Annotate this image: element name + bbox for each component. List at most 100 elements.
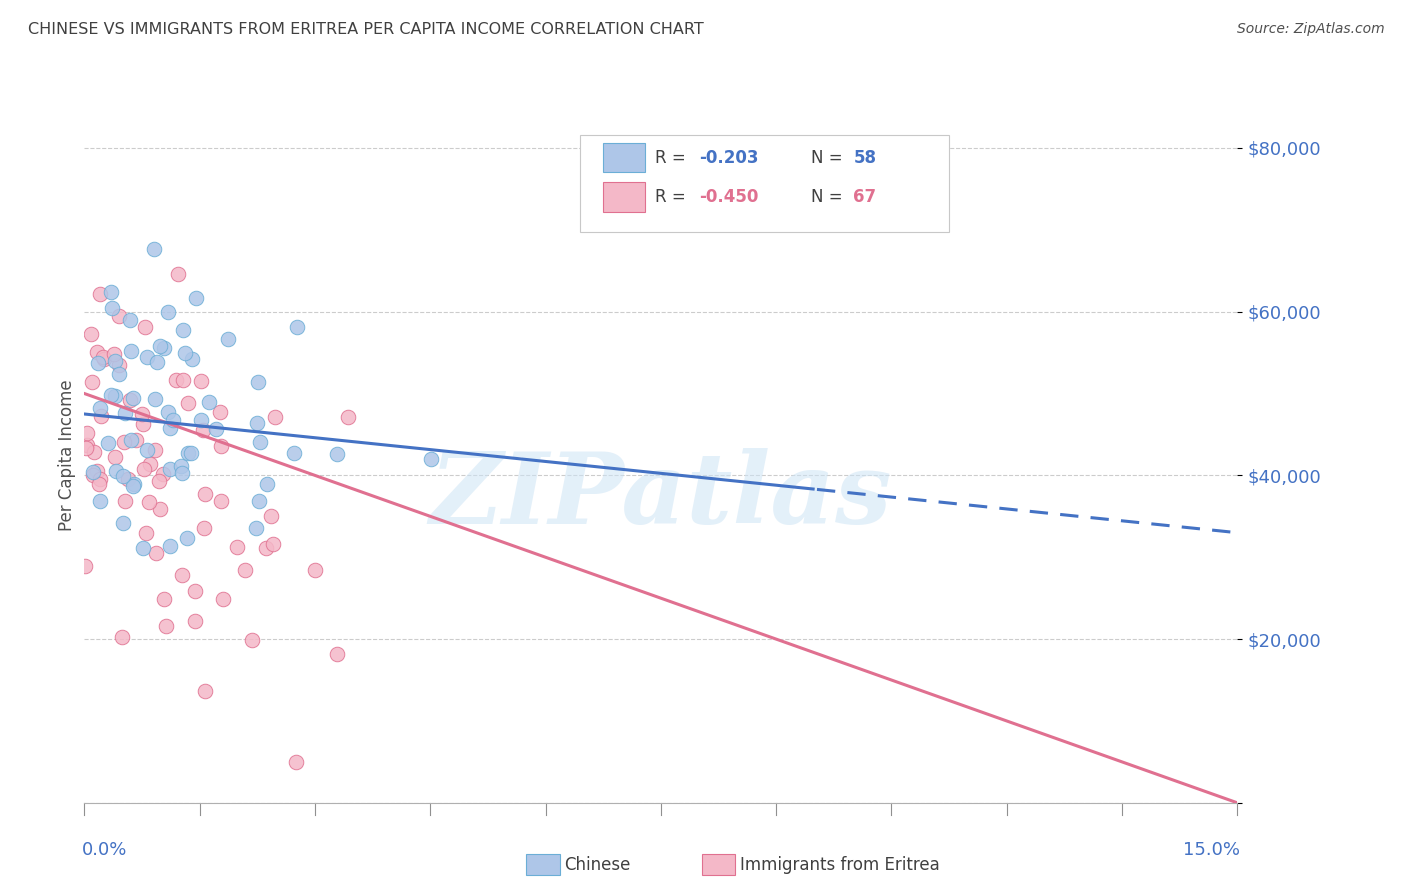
Point (260, 508, 283, 523)
Text: R =: R = (655, 188, 692, 206)
Point (262, 536, 284, 550)
Point (89, 493, 111, 508)
FancyBboxPatch shape (603, 144, 645, 172)
Point (156, 405, 179, 419)
Point (89, 471, 111, 485)
Point (153, 341, 176, 355)
Point (100, 301, 122, 315)
Point (136, 350, 159, 364)
Point (145, 442, 167, 457)
Point (326, 447, 349, 461)
Point (166, 267, 188, 281)
Point (103, 347, 125, 361)
Point (134, 319, 156, 334)
Text: N =: N = (811, 149, 848, 167)
Point (145, 355, 167, 369)
Point (82, 375, 104, 389)
Point (153, 592, 176, 607)
Point (190, 374, 212, 388)
Point (155, 619, 177, 633)
Text: 0.0%: 0.0% (82, 841, 128, 859)
Point (193, 521, 215, 535)
Point (256, 477, 278, 491)
Point (82, 465, 104, 479)
Point (104, 389, 127, 403)
Point (75, 441, 97, 455)
Point (136, 442, 159, 457)
Point (76, 426, 98, 441)
Point (135, 525, 157, 540)
Text: -0.203: -0.203 (699, 149, 758, 167)
Point (138, 495, 160, 509)
Point (120, 343, 142, 358)
Point (245, 521, 267, 535)
Point (420, 451, 443, 466)
Point (114, 494, 136, 508)
Point (148, 474, 170, 488)
Point (93, 351, 115, 366)
Point (76, 438, 98, 452)
Point (254, 541, 277, 555)
Point (194, 684, 217, 698)
Point (176, 531, 198, 545)
Point (120, 434, 142, 448)
Point (181, 351, 204, 366)
Point (142, 242, 165, 256)
Text: N =: N = (811, 188, 848, 206)
Point (100, 388, 122, 402)
Text: R =: R = (655, 149, 692, 167)
Point (169, 458, 191, 473)
Point (208, 405, 231, 419)
Point (211, 592, 233, 607)
Point (80, 327, 103, 342)
Point (304, 563, 326, 577)
Text: -0.450: -0.450 (699, 188, 758, 206)
Point (198, 395, 221, 409)
Point (118, 392, 141, 407)
Point (337, 409, 360, 424)
Point (194, 486, 217, 500)
Text: Source: ZipAtlas.com: Source: ZipAtlas.com (1237, 22, 1385, 37)
Point (174, 346, 197, 360)
Point (184, 614, 207, 628)
Point (177, 396, 200, 410)
Point (134, 462, 156, 476)
Point (180, 446, 202, 460)
Point (82, 467, 104, 482)
Point (132, 417, 155, 431)
Point (131, 407, 153, 421)
Point (120, 313, 142, 327)
Point (205, 422, 228, 436)
Point (217, 332, 239, 346)
Point (172, 373, 194, 387)
Point (184, 291, 207, 305)
Point (75, 559, 97, 574)
Point (122, 479, 145, 493)
Point (193, 423, 215, 437)
Point (159, 421, 181, 435)
Point (111, 630, 134, 644)
Point (107, 367, 129, 381)
Point (249, 434, 271, 449)
Point (97, 436, 120, 450)
Point (112, 516, 135, 530)
Text: 58: 58 (853, 149, 876, 167)
Point (326, 647, 349, 661)
Point (86, 464, 108, 478)
Point (263, 409, 285, 424)
Point (159, 461, 181, 475)
Point (104, 464, 127, 478)
Point (90, 409, 112, 424)
Point (240, 632, 263, 647)
Text: 67: 67 (853, 188, 876, 206)
Point (172, 323, 194, 337)
Point (172, 467, 194, 481)
Point (159, 539, 181, 553)
Text: 15.0%: 15.0% (1182, 841, 1240, 859)
Point (143, 392, 166, 406)
Point (285, 319, 308, 334)
Point (190, 413, 212, 427)
Point (247, 494, 270, 508)
Point (138, 457, 160, 471)
Point (132, 541, 155, 555)
